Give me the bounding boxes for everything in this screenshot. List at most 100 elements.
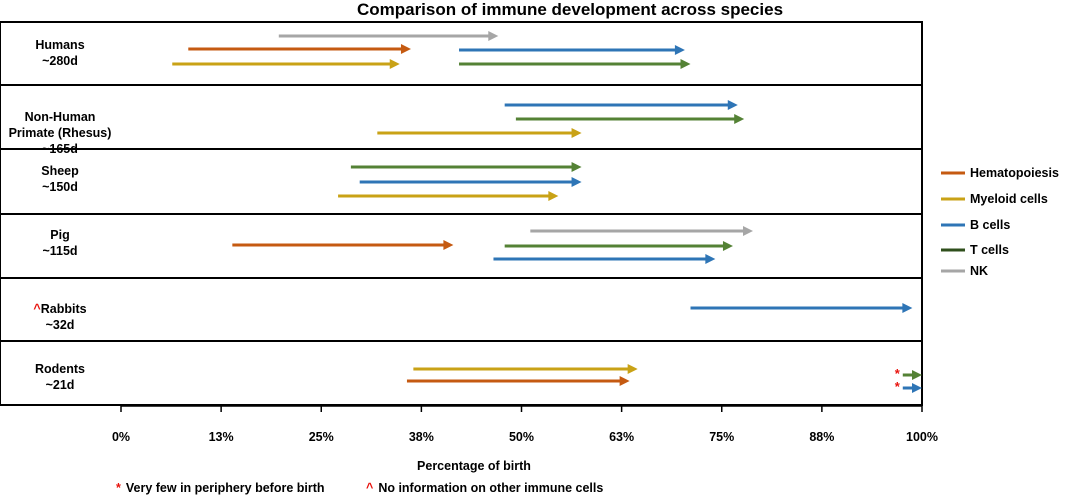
arrow-head xyxy=(571,162,582,172)
x-tick-label: 25% xyxy=(309,430,334,444)
footnotes: * Very few in periphery before birth ^ No i… xyxy=(116,481,603,495)
legend: Hematopoiesis Myeloid cells B cells T cells… xyxy=(941,166,1059,278)
x-tick-label: 0% xyxy=(112,430,130,444)
species-label: Pig ~115d xyxy=(42,228,77,258)
arrow-head xyxy=(902,303,913,313)
x-tick-label: 63% xyxy=(609,430,634,444)
legend-label: T cells xyxy=(970,243,1009,257)
x-tick-label: 50% xyxy=(509,430,534,444)
legend-item: T cells xyxy=(941,243,1009,257)
legend-item: NK xyxy=(941,264,988,278)
x-tick-label: 100% xyxy=(906,430,938,444)
species-label-line: ~280d xyxy=(42,54,78,68)
arrow-head xyxy=(727,100,738,110)
legend-label: NK xyxy=(970,264,988,278)
species-label-line: Pig xyxy=(50,228,69,242)
species-labels: Humans ~280d Non-Human Primate (Rhesus) ~165… xyxy=(9,38,112,392)
star-marker: * xyxy=(895,379,901,394)
arrow-head xyxy=(488,31,499,41)
arrow-b-cells: * xyxy=(895,379,922,394)
arrow-myeloid-cells xyxy=(338,191,559,201)
species-label-line: ~115d xyxy=(42,244,77,258)
species-panel xyxy=(0,21,923,86)
footnote-symbol: * xyxy=(116,481,121,495)
star-marker: * xyxy=(895,366,901,381)
arrow-head xyxy=(389,59,400,69)
x-axis: 0% 13% 25% 38% 50% 63% 75% 88% 100% xyxy=(112,405,938,444)
arrow-myeloid-cells xyxy=(377,128,582,138)
caret-marker: ^ xyxy=(33,302,41,316)
legend-label: Hematopoiesis xyxy=(970,166,1059,180)
x-tick-label: 13% xyxy=(209,430,234,444)
arrow-t-cells xyxy=(459,59,691,69)
footnote: ^ No information on other immune cells xyxy=(366,481,603,495)
arrow-head xyxy=(674,45,685,55)
legend-item: Myeloid cells xyxy=(941,192,1048,206)
arrow-nk xyxy=(278,31,499,41)
arrow-nk xyxy=(530,226,753,236)
arrow-b-cells xyxy=(359,177,582,187)
arrow-hematopoiesis xyxy=(188,44,411,54)
species-label-line: Humans xyxy=(35,38,84,52)
chart-title: Comparison of immune development across … xyxy=(357,0,783,19)
species-panel xyxy=(0,340,923,406)
arrow-t-cells xyxy=(350,162,582,172)
arrow-hematopoiesis xyxy=(406,376,630,386)
arrow-head xyxy=(912,383,922,393)
species-label-line: Rodents xyxy=(35,362,85,376)
arrow-hematopoiesis xyxy=(232,240,454,250)
footnote-text: Very few in periphery before birth xyxy=(126,481,325,495)
species-panels xyxy=(0,21,923,406)
species-panel xyxy=(0,84,923,150)
species-label: ^Rabbits ~32d xyxy=(33,302,86,332)
species-label: Sheep ~150d xyxy=(41,164,79,194)
arrow-t-cells xyxy=(504,241,733,251)
arrow-t-cells xyxy=(515,114,745,124)
species-label-line: ~32d xyxy=(46,318,75,332)
arrow-myeloid-cells xyxy=(172,59,400,69)
species-label-line: ~150d xyxy=(42,180,78,194)
species-label-line: ^Rabbits xyxy=(33,302,86,316)
arrow-head xyxy=(912,370,922,380)
species-label: Rodents ~21d xyxy=(35,362,85,392)
arrow-head xyxy=(571,177,582,187)
arrow-head xyxy=(400,44,411,54)
species-label-line: ~165d xyxy=(42,142,78,156)
species-name: Rabbits xyxy=(41,302,87,316)
x-axis-label: Percentage of birth xyxy=(417,459,531,473)
legend-item: Hematopoiesis xyxy=(941,166,1059,180)
arrow-b-cells xyxy=(690,303,913,313)
species-label: Humans ~280d xyxy=(35,38,84,68)
legend-item: B cells xyxy=(941,218,1010,232)
arrow-head xyxy=(548,191,559,201)
species-label-line: Primate (Rhesus) xyxy=(9,126,112,140)
footnote: * Very few in periphery before birth xyxy=(116,481,325,495)
arrow-layer: ** xyxy=(172,31,922,394)
arrow-head xyxy=(680,59,691,69)
species-panel xyxy=(0,213,923,279)
species-label-line: Non-Human xyxy=(25,110,96,124)
arrow-t-cells: * xyxy=(895,366,922,381)
arrow-head xyxy=(619,376,630,386)
x-tick-label: 38% xyxy=(409,430,434,444)
arrow-myeloid-cells xyxy=(413,364,638,374)
x-tick-label: 75% xyxy=(709,430,734,444)
species-label-line: ~21d xyxy=(46,378,75,392)
arrow-b-cells xyxy=(459,45,685,55)
arrow-head xyxy=(705,254,716,264)
legend-label: B cells xyxy=(970,218,1010,232)
arrow-head xyxy=(627,364,638,374)
arrow-head xyxy=(571,128,582,138)
arrow-head xyxy=(443,240,454,250)
arrow-head xyxy=(734,114,745,124)
species-label-line: Sheep xyxy=(41,164,79,178)
arrow-head xyxy=(742,226,753,236)
footnote-symbol: ^ xyxy=(366,481,374,495)
arrow-b-cells xyxy=(493,254,716,264)
x-tick-label: 88% xyxy=(809,430,834,444)
arrow-b-cells xyxy=(504,100,738,110)
species-label: Non-Human Primate (Rhesus) ~165d xyxy=(9,110,112,156)
legend-label: Myeloid cells xyxy=(970,192,1048,206)
arrow-head xyxy=(722,241,733,251)
